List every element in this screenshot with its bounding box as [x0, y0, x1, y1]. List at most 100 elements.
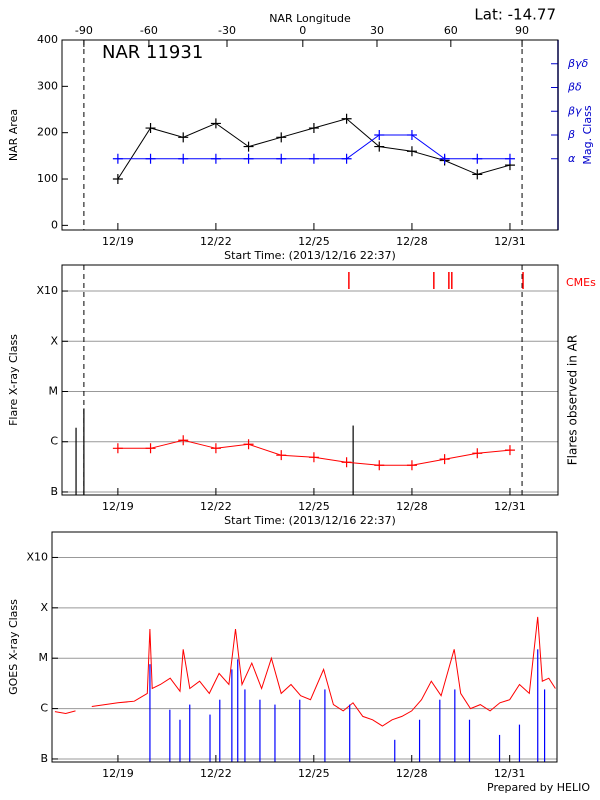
- x-tick-label: 12/19: [102, 500, 134, 513]
- plot-frame: [61, 39, 559, 231]
- x2-tick-label: 90: [515, 24, 529, 37]
- marker: [178, 435, 189, 446]
- marker: [406, 130, 417, 140]
- x2-tick-label: 30: [370, 24, 384, 37]
- marker: [374, 460, 385, 471]
- event-label: CMEs: [566, 276, 596, 289]
- marker: [308, 153, 319, 164]
- x-tick-label: 12/19: [102, 767, 134, 780]
- annotation: Lat: -14.77: [474, 6, 556, 24]
- marker: [243, 439, 254, 450]
- marker: [178, 132, 189, 143]
- footer: Prepared by HELIO: [487, 781, 590, 794]
- y-tick-label: X: [40, 601, 48, 614]
- y2-tick-label: βγ: [567, 104, 582, 117]
- marker: [210, 443, 221, 454]
- y-tick-label: X10: [36, 284, 58, 297]
- panel-title: NAR 11931: [102, 42, 203, 63]
- x-tick-label: 12/25: [298, 235, 330, 248]
- x2-axis-title: NAR Longitude: [269, 12, 351, 25]
- x-tick-label: 12/31: [494, 500, 526, 513]
- marker: [145, 153, 156, 164]
- marker: [112, 443, 123, 454]
- y-tick-label: B: [40, 752, 48, 765]
- marker: [308, 452, 319, 463]
- y-tick-label: 400: [37, 33, 58, 46]
- y-tick-label: 0: [51, 218, 58, 231]
- marker: [374, 141, 385, 152]
- marker: [243, 153, 254, 164]
- plot-area: [112, 113, 515, 185]
- marker: [439, 454, 450, 465]
- x-tick-label: 12/31: [494, 235, 526, 248]
- y-tick-label: B: [50, 485, 58, 498]
- marker: [439, 153, 450, 164]
- y-tick-label: 100: [37, 172, 58, 185]
- x-tick-label: 12/22: [200, 235, 232, 248]
- plot-frame: [61, 264, 559, 496]
- marker: [308, 123, 319, 134]
- series-line: [54, 616, 556, 727]
- x2-tick-label: -30: [218, 24, 236, 37]
- marker: [472, 153, 483, 164]
- y-axis-title: NAR Area: [7, 109, 20, 161]
- x2-tick-label: -60: [140, 24, 158, 37]
- x2-tick-label: 60: [444, 24, 458, 37]
- x-axis-title: Start Time: (2013/12/16 22:37): [224, 514, 396, 527]
- x-tick-label: 12/28: [396, 500, 428, 513]
- marker: [145, 443, 156, 454]
- marker: [472, 169, 483, 180]
- marker: [276, 450, 287, 461]
- marker: [472, 448, 483, 459]
- marker: [504, 153, 515, 164]
- marker: [276, 153, 287, 164]
- marker: [406, 146, 417, 157]
- marker: [112, 153, 123, 164]
- x-tick-label: 12/19: [102, 235, 134, 248]
- y2-tick-label: βγδ: [567, 57, 589, 70]
- y-tick-label: X10: [26, 550, 48, 563]
- plot-frame: [51, 531, 558, 763]
- right-axis-title: Flares observed in AR: [566, 335, 580, 465]
- plot-area: [54, 616, 556, 762]
- marker: [210, 118, 221, 129]
- plot-area: [75, 272, 524, 495]
- marker: [341, 113, 352, 124]
- marker: [406, 460, 417, 471]
- marker: [374, 130, 385, 140]
- x-tick-label: 12/31: [494, 767, 526, 780]
- marker: [341, 457, 352, 468]
- marker: [243, 141, 254, 152]
- y2-axis-title: Mag. Class: [581, 105, 594, 164]
- y-tick-label: M: [49, 385, 59, 398]
- x-tick-label: 12/28: [396, 767, 428, 780]
- y2-tick-label: β: [567, 128, 575, 141]
- y-axis-title: GOES X-ray Class: [7, 599, 20, 695]
- marker: [178, 153, 189, 164]
- marker: [504, 445, 515, 456]
- x-tick-label: 12/22: [200, 500, 232, 513]
- y2-tick-label: α: [568, 152, 576, 165]
- y-tick-label: C: [40, 702, 48, 715]
- x-tick-label: 12/28: [396, 235, 428, 248]
- y2-tick-label: βδ: [567, 81, 582, 94]
- y-tick-label: 300: [37, 79, 58, 92]
- x-axis-title: Start Time: (2013/12/16 22:37): [224, 249, 396, 262]
- x-tick-label: 12/25: [298, 500, 330, 513]
- y-axis-title: Flare X-ray Class: [7, 334, 20, 426]
- y-tick-label: M: [39, 651, 49, 664]
- marker: [341, 153, 352, 164]
- marker: [145, 123, 156, 134]
- marker: [210, 153, 221, 164]
- marker: [276, 132, 287, 143]
- x2-tick-label: 0: [299, 24, 306, 37]
- y-tick-label: C: [50, 435, 58, 448]
- y-tick-label: 200: [37, 126, 58, 139]
- marker: [112, 174, 123, 185]
- x2-tick-label: -90: [75, 24, 93, 37]
- x-tick-label: 12/25: [298, 767, 330, 780]
- x-tick-label: 12/22: [200, 767, 232, 780]
- y-tick-label: X: [50, 334, 58, 347]
